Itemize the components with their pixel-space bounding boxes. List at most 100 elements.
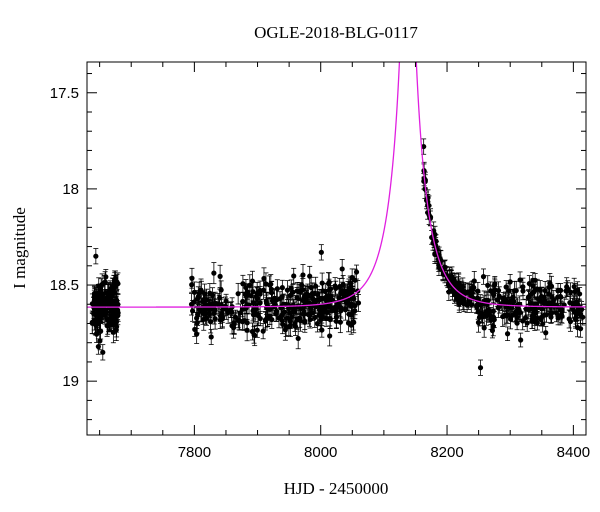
data-point	[446, 283, 452, 301]
data-point	[194, 324, 200, 344]
data-point	[93, 248, 99, 265]
data-point	[319, 295, 325, 319]
data-point	[504, 294, 511, 311]
data-point	[316, 289, 322, 310]
data-point	[546, 295, 552, 313]
data-point	[480, 268, 487, 285]
data-point	[461, 282, 467, 301]
data-point	[532, 273, 538, 288]
data-point	[267, 297, 273, 321]
x-tick-label: 8200	[430, 444, 463, 461]
data-point	[189, 267, 195, 289]
data-point	[349, 283, 355, 300]
data-point	[327, 308, 333, 329]
data-point	[104, 314, 110, 337]
model-curve	[87, 62, 586, 308]
data-point	[520, 277, 526, 297]
data-point	[260, 323, 266, 340]
data-point	[279, 279, 285, 296]
data-point	[292, 317, 299, 336]
data-point	[235, 312, 241, 329]
data-point	[101, 275, 108, 291]
model-layer	[87, 62, 586, 308]
data-point	[112, 272, 118, 290]
data-point	[208, 328, 214, 345]
data-point	[107, 280, 113, 298]
data-point	[291, 267, 297, 285]
y-tick-label: 19	[62, 373, 79, 390]
data-point	[239, 301, 246, 318]
data-point	[314, 314, 321, 333]
data-point	[263, 272, 269, 296]
data-point	[203, 299, 209, 321]
data-point	[335, 293, 341, 315]
data-point	[489, 322, 496, 339]
data-point	[486, 304, 492, 323]
x-axis-label: HJD - 2450000	[284, 479, 389, 498]
data-point	[240, 274, 246, 293]
data-point	[490, 284, 496, 301]
data-point	[301, 304, 307, 325]
data-point	[567, 311, 574, 332]
data-point	[243, 279, 249, 297]
data-point	[332, 277, 338, 295]
data-point	[211, 262, 217, 285]
data-point	[323, 309, 329, 327]
data-point	[318, 244, 324, 261]
x-tick-label: 7800	[178, 444, 211, 461]
y-tick-label: 17.5	[50, 85, 79, 102]
data-point	[543, 325, 549, 340]
data-point	[268, 280, 275, 298]
data-point	[217, 264, 223, 288]
y-tick-label: 18	[62, 181, 79, 198]
data-point	[507, 274, 513, 290]
data-point	[540, 315, 546, 333]
data-point	[539, 300, 545, 317]
y-tick-label: 18.5	[50, 277, 79, 294]
data-point	[513, 280, 519, 301]
data-point	[91, 311, 97, 331]
data-point	[421, 138, 427, 155]
data-point	[466, 294, 472, 310]
data-point	[326, 278, 332, 302]
data-point	[503, 280, 509, 294]
x-tick-label: 8400	[557, 444, 590, 461]
data-point	[558, 290, 564, 305]
data-point	[209, 287, 216, 304]
data-point	[190, 300, 196, 322]
data-point	[503, 308, 510, 324]
data-point	[323, 289, 329, 305]
data-point	[235, 282, 241, 305]
data-point	[557, 300, 564, 320]
data-point	[288, 306, 295, 329]
plot-frame	[86, 61, 587, 436]
data-point	[273, 300, 280, 322]
data-point	[507, 308, 514, 330]
chart-title: OGLE-2018-BLG-0117	[254, 23, 418, 42]
data-point	[200, 301, 206, 325]
data-point	[280, 314, 286, 335]
data-point	[514, 316, 520, 331]
data-point	[249, 322, 255, 341]
x-tick-label: 8000	[304, 444, 337, 461]
data-point	[230, 316, 237, 339]
data-point	[518, 332, 524, 348]
data-point	[249, 270, 256, 292]
data-point	[477, 359, 484, 376]
data-point	[567, 294, 573, 311]
data-point	[478, 297, 484, 313]
data-point	[500, 306, 506, 327]
data-point	[527, 294, 534, 313]
data-point	[111, 305, 118, 323]
data-point	[277, 291, 283, 307]
data-point	[504, 326, 511, 341]
data-point	[284, 280, 291, 300]
data-point	[532, 283, 538, 298]
data-point	[534, 315, 540, 331]
data-point	[212, 298, 218, 322]
data-point	[432, 225, 438, 244]
data-point	[573, 310, 579, 325]
data-point	[541, 287, 547, 308]
data-point	[471, 270, 477, 291]
